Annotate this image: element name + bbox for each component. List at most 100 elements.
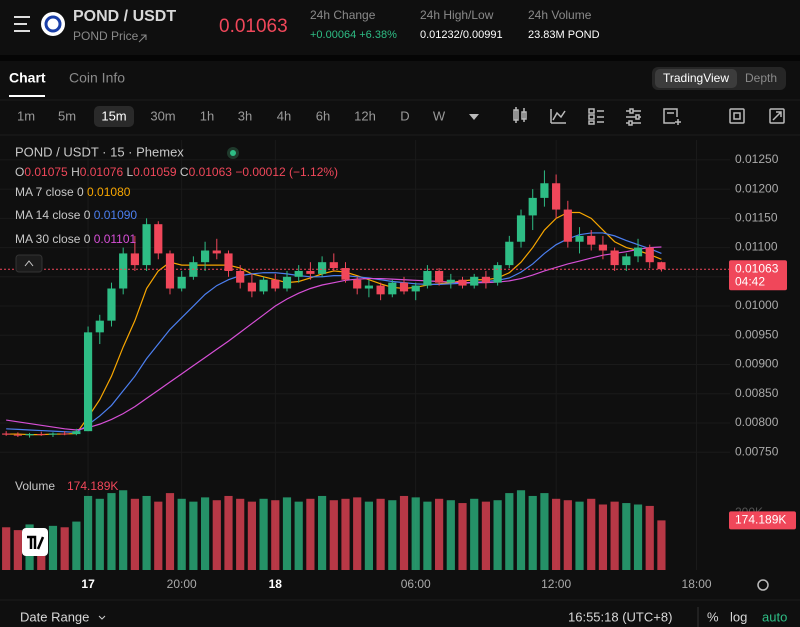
axis-settings[interactable] bbox=[757, 579, 769, 591]
volume-pane bbox=[2, 490, 666, 570]
candle-body bbox=[622, 256, 631, 266]
separator bbox=[0, 55, 800, 61]
candle-body bbox=[95, 320, 104, 333]
candle-body bbox=[13, 434, 22, 436]
interval-option[interactable]: W bbox=[433, 108, 446, 123]
view-option[interactable]: TradingView bbox=[663, 71, 729, 85]
interval-dropdown[interactable] bbox=[469, 114, 479, 120]
interval-option[interactable]: 3h bbox=[238, 108, 252, 123]
volume-bar bbox=[154, 501, 163, 570]
last-price: 0.01063 bbox=[219, 16, 288, 37]
candle-body bbox=[388, 282, 397, 295]
candle-type-icon[interactable] bbox=[513, 107, 527, 123]
volume-bar bbox=[212, 500, 221, 570]
volume-bar bbox=[458, 503, 467, 570]
interval-option[interactable]: 15m bbox=[101, 108, 126, 123]
stat-value: +0.00064 +6.38% bbox=[310, 29, 397, 41]
candle-body bbox=[83, 332, 93, 432]
settings-icon[interactable] bbox=[626, 108, 641, 126]
layout-icon[interactable] bbox=[588, 108, 604, 125]
interval-option[interactable]: 6h bbox=[316, 108, 330, 123]
date-range-chevron bbox=[98, 615, 106, 620]
candle-body bbox=[411, 285, 420, 292]
countdown: 04:42 bbox=[735, 274, 765, 288]
volume-bar bbox=[493, 500, 502, 570]
x-tick-label: 17 bbox=[81, 577, 95, 591]
volume-bar bbox=[446, 500, 455, 570]
interval-option[interactable]: 30m bbox=[150, 108, 175, 123]
status-dot-inner bbox=[230, 150, 236, 156]
interval-option[interactable]: 5m bbox=[58, 108, 76, 123]
auto-toggle[interactable]: auto bbox=[762, 609, 787, 624]
ma-line bbox=[6, 232, 662, 433]
ma-value: 0.01101 bbox=[94, 232, 137, 246]
ma-legend-entry: MA 7 close 0 0.01080 bbox=[15, 185, 131, 199]
interval-active bbox=[94, 106, 134, 127]
candle-body bbox=[563, 209, 572, 242]
volume-bar bbox=[306, 498, 315, 570]
view-option[interactable]: Depth bbox=[745, 71, 777, 85]
candle-body bbox=[552, 183, 561, 210]
candle-body bbox=[271, 279, 280, 289]
candle-body bbox=[142, 224, 151, 266]
volume-bar bbox=[83, 495, 93, 570]
candle-body bbox=[48, 433, 58, 435]
y-tick-label: 0.01250 bbox=[735, 152, 779, 166]
candle-body bbox=[212, 250, 221, 254]
interval-option[interactable]: D bbox=[400, 108, 409, 123]
candle-body bbox=[165, 253, 175, 289]
candle-body bbox=[119, 253, 128, 289]
interval-option[interactable]: 1m bbox=[17, 108, 35, 123]
interval-option[interactable]: 1h bbox=[200, 108, 214, 123]
volume-bar bbox=[516, 490, 526, 570]
volume-bar bbox=[72, 521, 81, 570]
volume-bar bbox=[13, 530, 22, 570]
volume-bar bbox=[598, 504, 608, 570]
tab[interactable]: Coin Info bbox=[69, 70, 125, 86]
toolbar-icons bbox=[513, 107, 785, 126]
price-link[interactable]: POND Price bbox=[73, 29, 139, 43]
candle-body bbox=[107, 288, 116, 321]
volume-bar bbox=[481, 501, 491, 570]
x-tick-label: 18:00 bbox=[682, 577, 712, 591]
tv-logo-mark bbox=[27, 535, 45, 550]
candle-body bbox=[376, 285, 385, 295]
stat-label: 24h Volume bbox=[528, 8, 592, 22]
screenshot-icon[interactable] bbox=[729, 108, 745, 124]
date-range[interactable]: Date Range bbox=[20, 609, 89, 624]
volume-bar bbox=[165, 493, 175, 570]
log-toggle[interactable]: log bbox=[730, 609, 747, 624]
volume-bar bbox=[259, 498, 268, 570]
volume-bar bbox=[329, 500, 338, 570]
percent-toggle[interactable]: % bbox=[707, 609, 719, 624]
collapse-button[interactable] bbox=[15, 254, 43, 273]
y-tick-label: 0.01000 bbox=[735, 298, 779, 312]
pair-title: POND / USDT bbox=[73, 8, 176, 25]
candle-body bbox=[364, 285, 373, 289]
volume-bar bbox=[505, 493, 514, 570]
volume-bar bbox=[200, 497, 210, 570]
volume-bar bbox=[622, 503, 631, 570]
chart-title: POND / USDT · 15 · Phemex bbox=[15, 144, 184, 159]
note-icon[interactable] bbox=[663, 108, 681, 125]
menu-button[interactable] bbox=[14, 16, 30, 32]
interval-option[interactable]: 4h bbox=[277, 108, 291, 123]
y-tick-label: 0.00900 bbox=[735, 357, 779, 371]
candle-body bbox=[177, 276, 186, 289]
ma-name: MA 30 close 0 bbox=[15, 232, 91, 246]
last-price-box bbox=[729, 260, 787, 291]
ohlc-value: 0.01059 bbox=[133, 165, 177, 179]
fullscreen-icon[interactable] bbox=[769, 108, 785, 124]
candle-body bbox=[154, 224, 163, 254]
interval-option[interactable]: 12h bbox=[354, 108, 376, 123]
tab-active[interactable]: Chart bbox=[9, 70, 46, 86]
volume-bar bbox=[107, 493, 116, 570]
volume-bar bbox=[645, 505, 654, 570]
volume-bar bbox=[224, 495, 233, 570]
indicator-icon[interactable] bbox=[550, 109, 566, 124]
coin-logo-ring bbox=[44, 15, 62, 33]
x-tick-label: 18 bbox=[269, 577, 283, 591]
volume-bar bbox=[657, 520, 666, 570]
candle-body bbox=[458, 279, 467, 286]
candle-body bbox=[37, 434, 46, 436]
